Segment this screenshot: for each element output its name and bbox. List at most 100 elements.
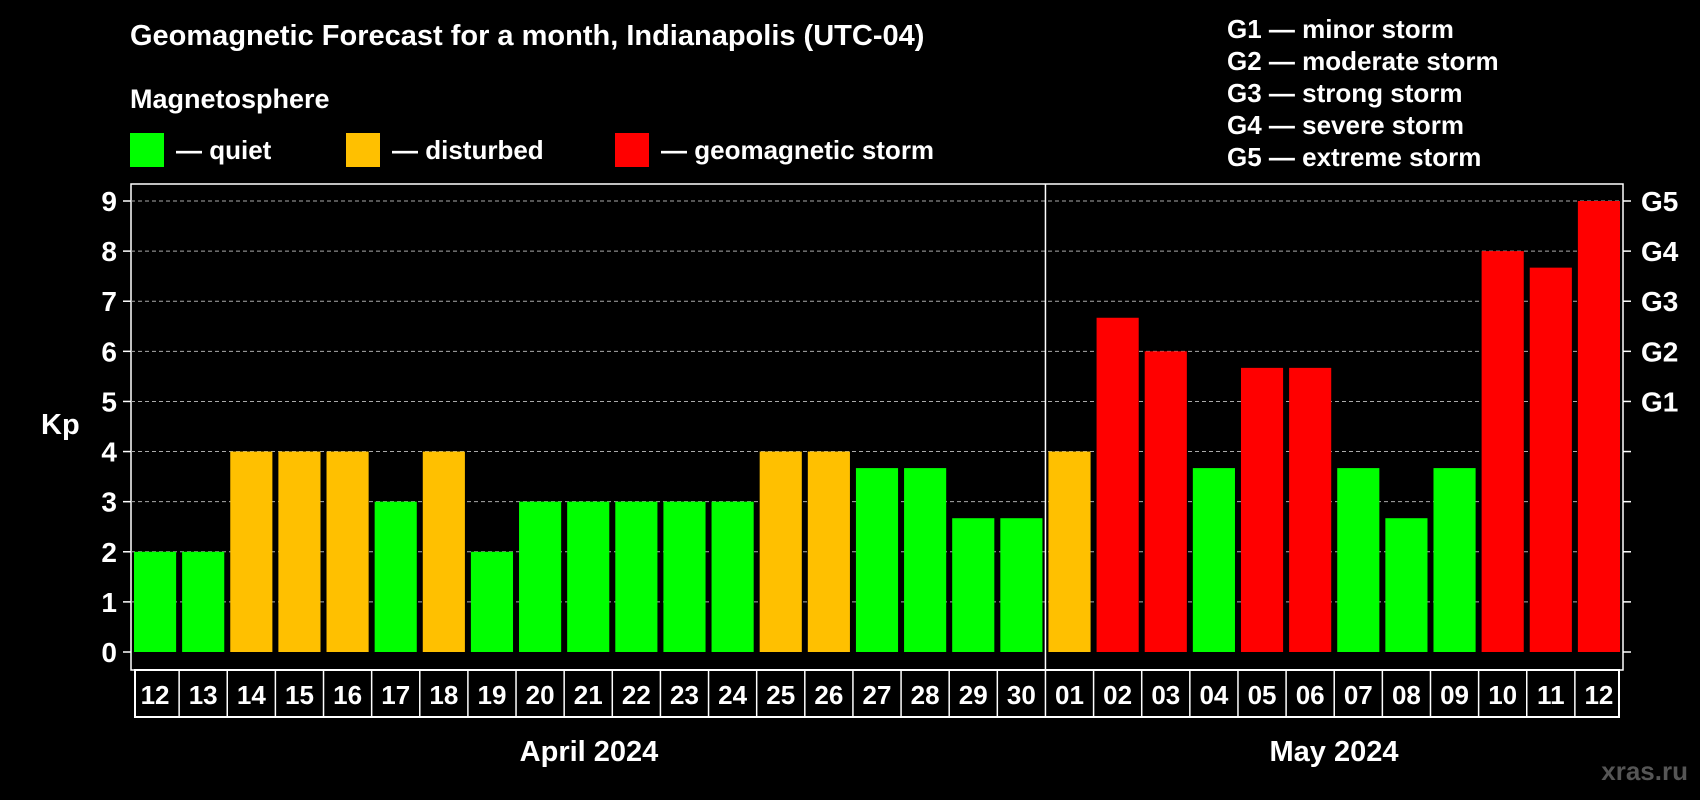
chart-title: Geomagnetic Forecast for a month, Indian… — [130, 20, 925, 52]
bar-disturbed — [326, 451, 369, 652]
bar-quiet — [470, 551, 514, 652]
bar-quiet — [1433, 468, 1476, 652]
x-tick-label: 23 — [670, 680, 699, 710]
g-scale-item: G2 — moderate storm — [1227, 46, 1499, 76]
y-tick-label: 9 — [101, 186, 117, 217]
y-tick-label: 5 — [101, 386, 117, 417]
x-tick-label: 04 — [1199, 680, 1228, 710]
y-tick-label: 1 — [101, 587, 117, 618]
bar-quiet — [1192, 468, 1235, 652]
bar-quiet — [663, 501, 706, 652]
g-scale-tick-label: G1 — [1641, 386, 1678, 417]
g-scale-item: G1 — minor storm — [1227, 14, 1454, 44]
x-tick-label: 01 — [1055, 680, 1084, 710]
bar-quiet — [1385, 518, 1428, 652]
x-tick-label: 21 — [574, 680, 603, 710]
x-tick-label: 30 — [1007, 680, 1036, 710]
x-tick-label: 28 — [911, 680, 940, 710]
day-label-strip — [134, 669, 1620, 718]
x-tick-label: 26 — [814, 680, 843, 710]
bar-quiet — [182, 551, 225, 652]
month-label-april: April 2024 — [519, 736, 659, 768]
legend-label-disturbed: — disturbed — [392, 134, 544, 165]
bar-disturbed — [1048, 451, 1091, 652]
x-tick-label: 24 — [718, 680, 747, 710]
x-tick-label: 15 — [285, 680, 314, 710]
y-tick-label: 4 — [101, 437, 117, 468]
x-tick-label: 18 — [429, 680, 458, 710]
x-tick-label: 11 — [1537, 680, 1565, 710]
x-tick-label: 06 — [1296, 680, 1325, 710]
g-scale-tick-label: G5 — [1641, 186, 1678, 217]
y-tick-label: 3 — [101, 487, 117, 518]
g-scale-list: G1 — minor storm G2 — moderate storm G3 … — [1227, 13, 1499, 173]
y-axis-label: Kp — [41, 409, 80, 441]
x-tick-label: 29 — [959, 680, 988, 710]
x-tick-label: 02 — [1103, 680, 1132, 710]
x-tick-label: 20 — [526, 680, 555, 710]
legend-label-storm: — geomagnetic storm — [661, 134, 935, 165]
y-tick-label: 6 — [101, 336, 117, 367]
bar-quiet — [615, 501, 658, 652]
x-tick-label: 05 — [1248, 680, 1277, 710]
x-tick-label: 27 — [863, 680, 892, 710]
bar-quiet — [1000, 518, 1043, 652]
watermark: xras.ru — [1601, 756, 1688, 786]
bar-quiet — [567, 501, 610, 652]
y-tick-label: 2 — [101, 537, 117, 568]
g-scale-item: G5 — extreme storm — [1227, 142, 1482, 172]
bar-disturbed — [807, 451, 850, 652]
bar-disturbed — [230, 451, 273, 652]
bar-quiet — [855, 468, 899, 652]
x-tick-label: 03 — [1151, 680, 1180, 710]
magnetosphere-label: Magnetosphere — [130, 84, 330, 114]
x-tick-label: 13 — [189, 680, 218, 710]
g-scale-tick-label: G2 — [1641, 336, 1678, 367]
legend-disturbed: — disturbed — [346, 133, 544, 167]
bar-quiet — [711, 501, 754, 652]
bar-storm — [1240, 367, 1284, 652]
g-scale-tick-label: G3 — [1641, 286, 1678, 317]
bar-quiet — [374, 501, 417, 652]
bar-storm — [1096, 317, 1139, 652]
bar-storm — [1481, 251, 1524, 652]
legend-swatch-storm — [615, 133, 649, 167]
bar-disturbed — [759, 451, 802, 652]
bar-storm — [1529, 267, 1572, 652]
x-tick-label: 08 — [1392, 680, 1421, 710]
g-scale-item: G3 — strong storm — [1227, 78, 1463, 108]
y-tick-label: 7 — [101, 286, 117, 317]
legend-swatch-disturbed — [346, 133, 380, 167]
bar-quiet — [952, 518, 995, 652]
bar-quiet — [1337, 468, 1380, 652]
y-tick-label: 0 — [101, 637, 117, 668]
x-tick-label: 14 — [237, 680, 266, 710]
x-tick-label: 17 — [381, 680, 410, 710]
g-scale-tick-label: G4 — [1641, 236, 1679, 267]
bar-quiet — [519, 501, 562, 652]
x-tick-label: 16 — [333, 680, 362, 710]
y-tick-label: 8 — [101, 236, 117, 267]
legend-label-quiet: — quiet — [176, 134, 272, 165]
x-tick-label: 12 — [1584, 680, 1613, 710]
bar-quiet — [904, 468, 947, 652]
bar-storm — [1144, 351, 1187, 652]
g-scale-item: G4 — severe storm — [1227, 110, 1465, 140]
x-tick-label: 19 — [478, 680, 507, 710]
x-tick-label: 22 — [622, 680, 651, 710]
bar-disturbed — [422, 451, 465, 652]
legend-storm: — geomagnetic storm — [615, 133, 934, 167]
x-tick-label: 07 — [1344, 680, 1373, 710]
month-label-may: May 2024 — [1269, 736, 1399, 768]
bar-storm — [1289, 367, 1332, 652]
x-tick-label: 10 — [1488, 680, 1517, 710]
bar-disturbed — [278, 451, 321, 652]
bar-storm — [1577, 201, 1620, 652]
bar-quiet — [134, 551, 177, 652]
x-tick-label: 25 — [766, 680, 795, 710]
legend-swatch-quiet — [130, 133, 164, 167]
x-tick-label: 12 — [141, 680, 170, 710]
x-tick-label: 09 — [1440, 680, 1469, 710]
legend-quiet: — quiet — [130, 133, 271, 167]
